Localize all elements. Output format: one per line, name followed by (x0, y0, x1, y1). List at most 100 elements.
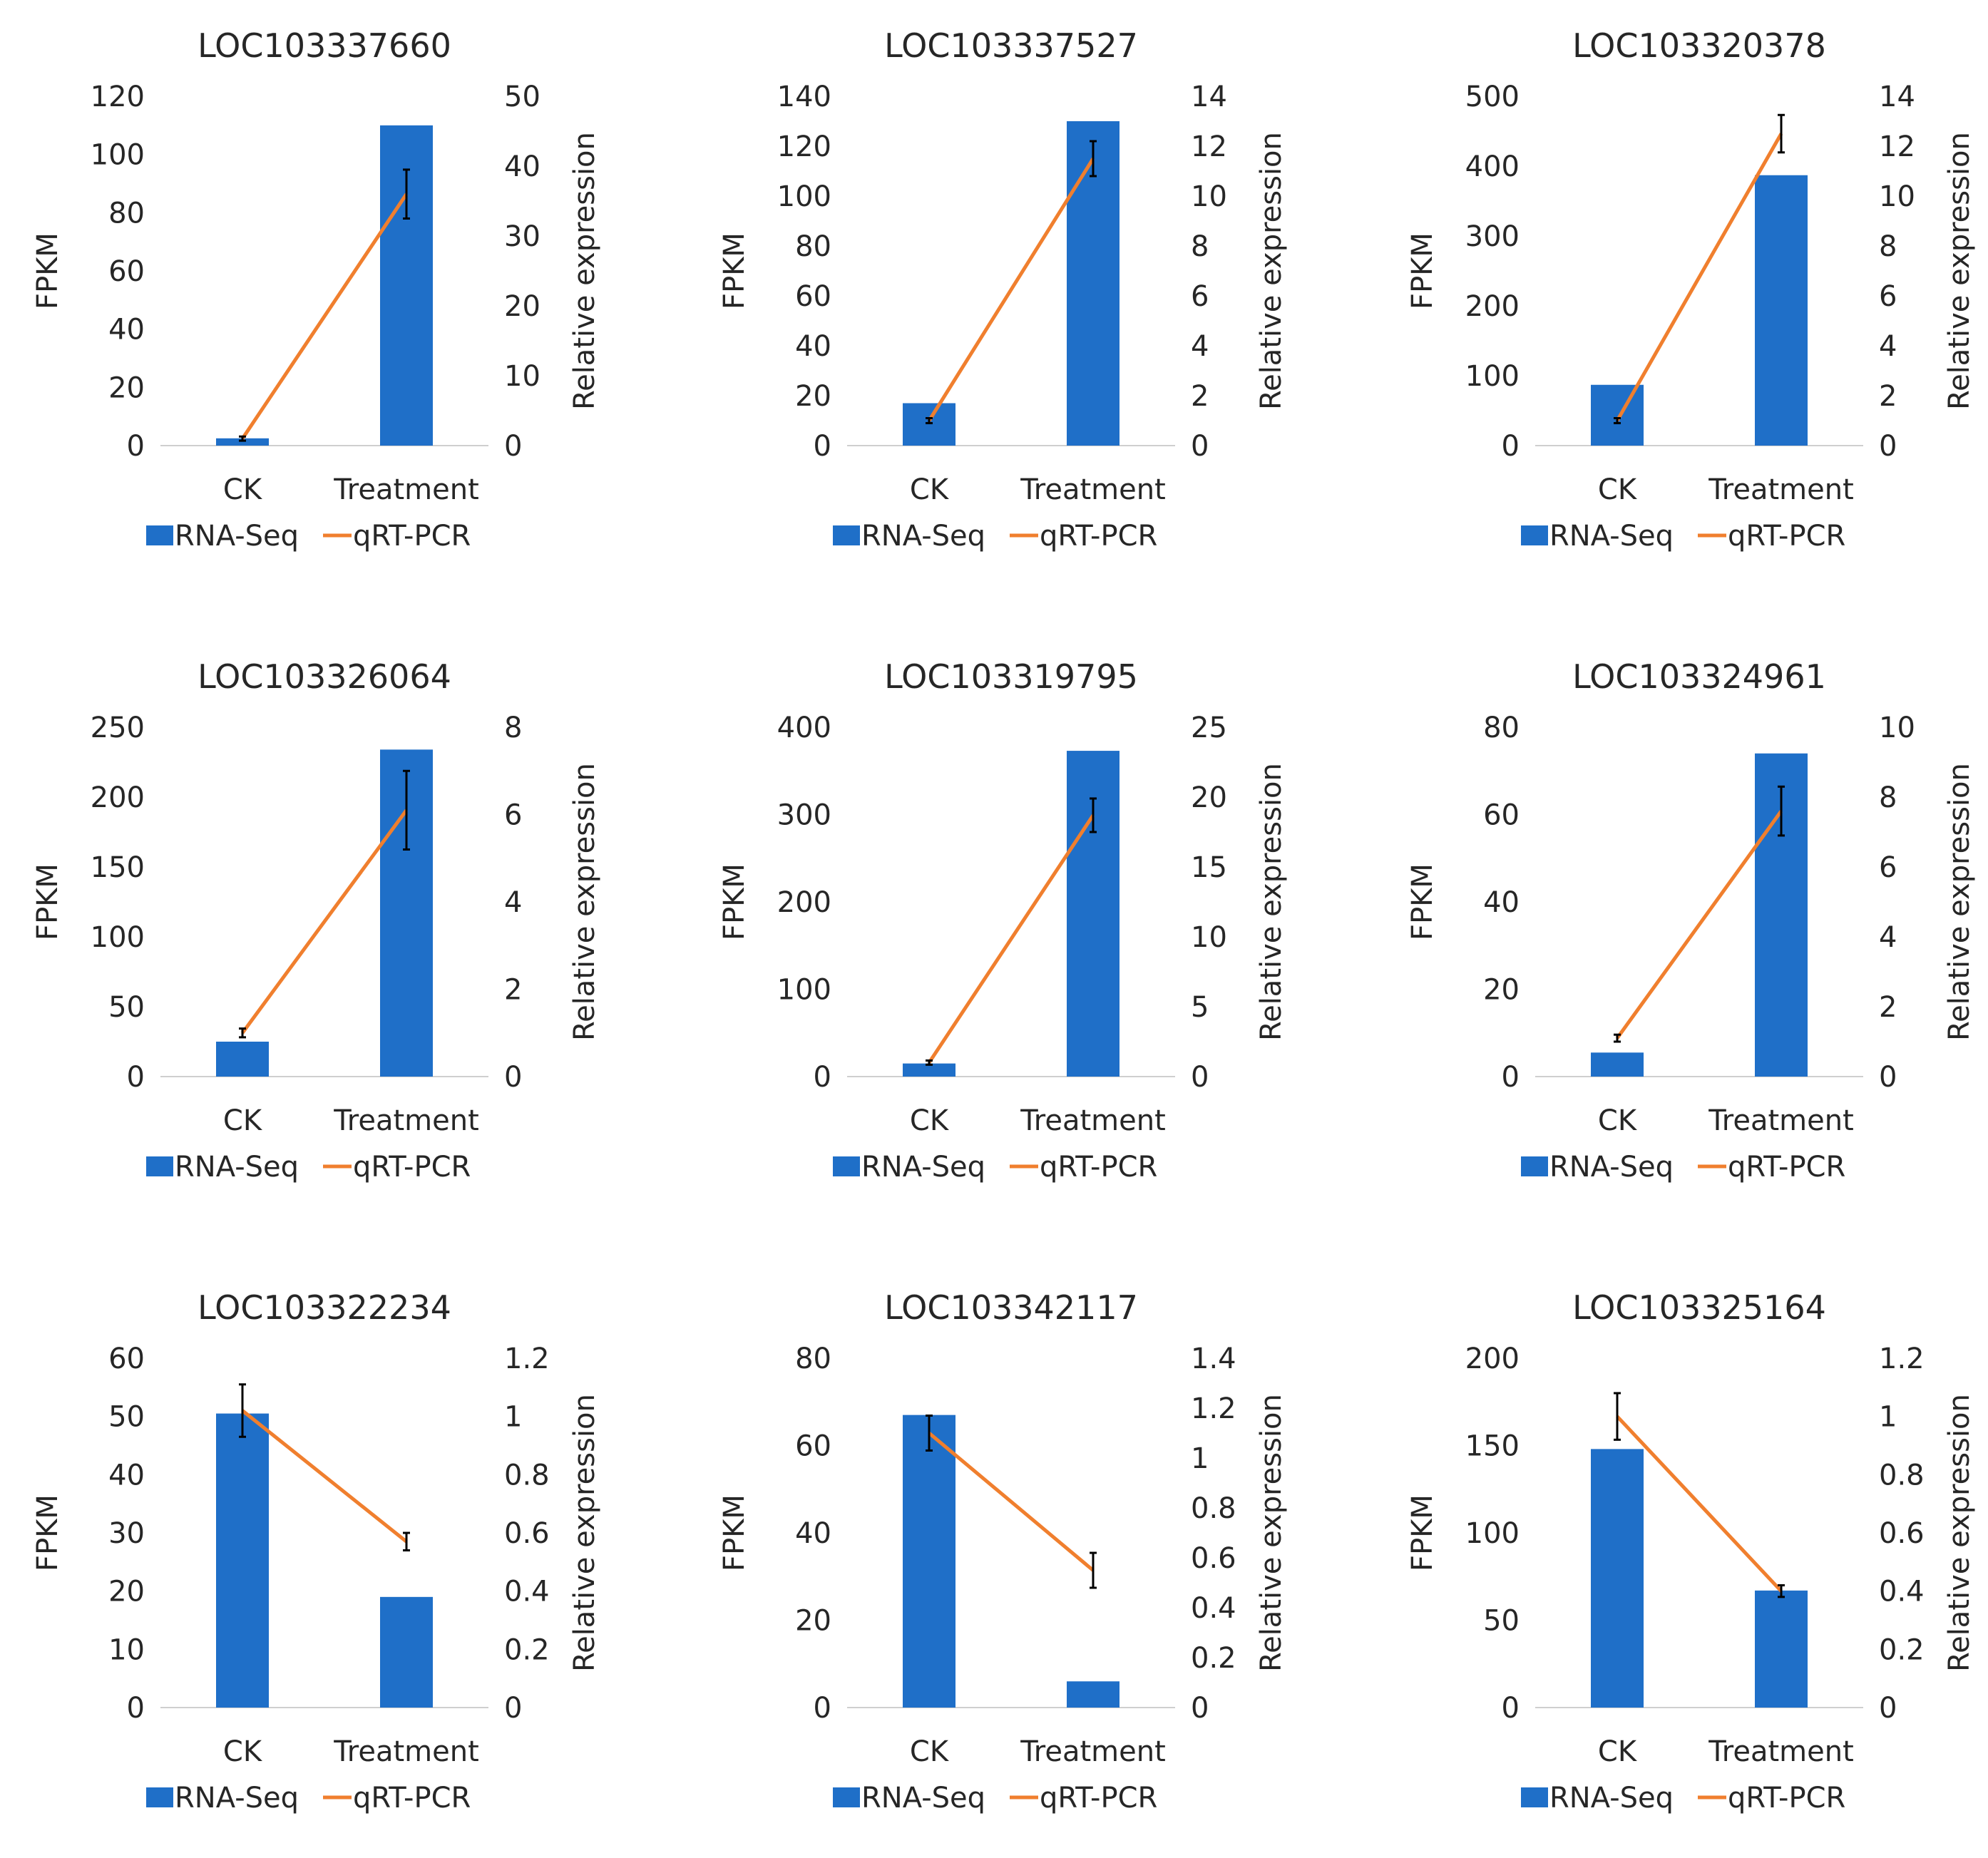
right-tick-label: 0.6 (1191, 1542, 1236, 1575)
right-axis-title: Relative expression (1255, 1394, 1288, 1672)
left-axis-title: FPKM (718, 863, 751, 940)
right-tick-label: 10 (1191, 921, 1227, 954)
legend-label-rna-seq: RNA-Seq (175, 1151, 299, 1184)
right-tick-label: 0 (1191, 430, 1209, 463)
left-tick-label: 20 (795, 380, 831, 413)
left-tick-label: 20 (108, 1576, 145, 1608)
left-tick-label: 20 (795, 1605, 831, 1638)
left-tick-label: 10 (108, 1633, 145, 1666)
right-tick-label: 0 (504, 1061, 522, 1094)
right-tick-label: 0.8 (1879, 1459, 1925, 1492)
left-tick-label: 40 (108, 1459, 145, 1492)
category-label: Treatment (333, 1735, 479, 1768)
right-tick-label: 1.2 (1879, 1343, 1925, 1375)
bar-ck (1591, 1449, 1644, 1708)
left-tick-label: 40 (108, 314, 145, 347)
left-tick-label: 100 (1465, 360, 1520, 393)
legend-label-qrt-pcr: qRT-PCR (1040, 1782, 1157, 1815)
right-tick-label: 0 (1879, 430, 1897, 463)
left-tick-label: 0 (127, 1061, 145, 1094)
left-tick-label: 30 (108, 1517, 145, 1550)
right-tick-label: 2 (1191, 380, 1209, 413)
bar-ck (216, 1413, 269, 1708)
right-tick-label: 0.4 (1191, 1592, 1236, 1625)
left-axis-title: FPKM (31, 232, 64, 309)
right-axis-title: Relative expression (1943, 1394, 1976, 1672)
legend-label-rna-seq: RNA-Seq (175, 1782, 299, 1815)
right-tick-label: 0.4 (1879, 1576, 1925, 1608)
legend-swatch-rna-seq (833, 525, 860, 545)
left-tick-label: 100 (91, 921, 145, 954)
chart-title: LOC103322234 (198, 1288, 451, 1327)
left-tick-label: 100 (777, 974, 831, 1007)
right-tick-label: 14 (1191, 81, 1227, 113)
right-tick-label: 30 (504, 220, 540, 253)
legend-swatch-rna-seq (1521, 1156, 1548, 1176)
right-tick-label: 20 (1191, 781, 1227, 814)
legend-label-qrt-pcr: qRT-PCR (1728, 1151, 1845, 1184)
left-tick-label: 150 (91, 851, 145, 884)
right-tick-label: 2 (1879, 380, 1897, 413)
chart-title: LOC103337527 (884, 26, 1138, 65)
left-axis-title: FPKM (1406, 863, 1439, 940)
right-tick-label: 1 (504, 1401, 522, 1434)
legend-swatch-rna-seq (146, 1156, 173, 1176)
bar-treatment (1755, 1590, 1808, 1708)
category-label: CK (223, 1735, 263, 1768)
category-label: Treatment (1020, 1735, 1166, 1768)
right-axis-title: Relative expression (1255, 132, 1288, 410)
chart-title: LOC103342117 (884, 1288, 1138, 1327)
chart-panel-1: LOC103337660 0 20 40 60 80 100 120 0 10 20 30 40 50 FP… (31, 26, 601, 553)
category-label: CK (910, 1735, 950, 1768)
bar-ck (903, 1415, 955, 1708)
legend-swatch-rna-seq (146, 525, 173, 545)
right-tick-label: 40 (504, 150, 540, 183)
category-label: Treatment (1020, 473, 1166, 506)
legend-label-rna-seq: RNA-Seq (861, 1151, 985, 1184)
left-tick-label: 50 (108, 1401, 145, 1434)
legend-label-qrt-pcr: qRT-PCR (1728, 1782, 1845, 1815)
left-tick-label: 0 (127, 1692, 145, 1725)
chart-panel-3: LOC103320378 0 100 200 300 400 500 0 2 4 6 8 10 12 14 F… (1406, 26, 1976, 553)
chart-title: LOC103326064 (198, 657, 451, 696)
left-tick-label: 80 (108, 197, 145, 230)
left-tick-label: 250 (91, 712, 145, 744)
bar-ck (903, 403, 955, 446)
category-label: CK (910, 473, 950, 506)
left-tick-label: 0 (814, 1061, 831, 1094)
left-tick-label: 500 (1465, 81, 1520, 113)
chart-title: LOC103337660 (198, 26, 451, 65)
left-tick-label: 40 (795, 330, 831, 363)
qrt-pcr-line (241, 1409, 408, 1544)
right-tick-label: 6 (504, 799, 522, 832)
left-tick-label: 60 (795, 1430, 831, 1463)
legend-label-qrt-pcr: qRT-PCR (1040, 1151, 1157, 1184)
left-tick-label: 80 (795, 1343, 831, 1375)
right-tick-label: 12 (1191, 130, 1227, 163)
legend-label-rna-seq: RNA-Seq (861, 520, 985, 553)
bar-treatment (1755, 175, 1808, 446)
right-tick-label: 0.2 (1879, 1633, 1925, 1666)
legend-label-qrt-pcr: qRT-PCR (1728, 520, 1845, 553)
chart-panel-9: LOC103325164 0 50 100 150 200 0 0.2 0.4 0.6 0.8 1 1.… (1406, 1288, 1976, 1815)
category-label: CK (910, 1104, 950, 1137)
right-tick-label: 2 (1879, 991, 1897, 1024)
legend-label-qrt-pcr: qRT-PCR (353, 1151, 471, 1184)
category-label: CK (223, 1104, 263, 1137)
right-tick-label: 6 (1879, 280, 1897, 313)
qrt-pcr-line (240, 193, 409, 440)
chart-title: LOC103319795 (884, 657, 1138, 696)
category-label: CK (223, 473, 263, 506)
right-tick-label: 0.6 (504, 1517, 550, 1550)
bar-ck (1591, 384, 1644, 446)
left-tick-label: 100 (1465, 1517, 1520, 1550)
legend-swatch-rna-seq (146, 1787, 173, 1807)
right-tick-label: 10 (1191, 180, 1227, 213)
right-tick-label: 1.2 (1191, 1392, 1236, 1425)
left-tick-label: 200 (777, 886, 831, 919)
right-tick-label: 0 (1191, 1692, 1209, 1725)
right-tick-label: 6 (1191, 280, 1209, 313)
bar-treatment (380, 1596, 433, 1708)
left-tick-label: 120 (91, 81, 145, 113)
bar-ck (216, 1042, 269, 1077)
